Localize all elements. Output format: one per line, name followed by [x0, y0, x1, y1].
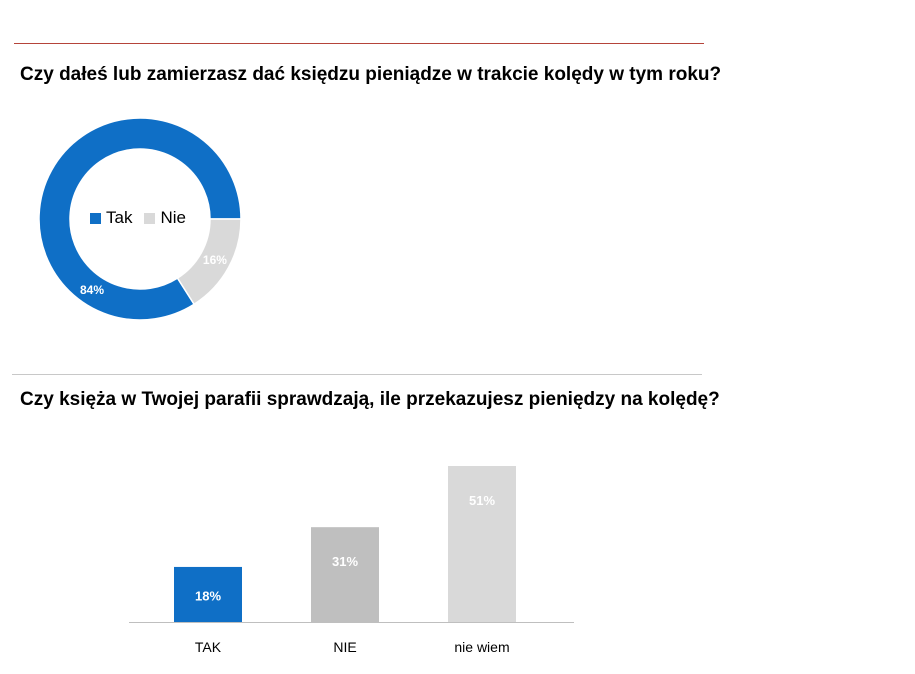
bar-value-label: 18% [195, 588, 221, 603]
donut-label-tak: 84% [80, 283, 104, 297]
legend-label-tak: Tak [106, 208, 133, 227]
bar-nie-wiem [448, 466, 516, 622]
legend-swatch-tak [90, 212, 101, 224]
title-rule [14, 43, 704, 44]
x-tick-label: nie wiem [454, 639, 509, 655]
legend-item-tak: Tak [90, 208, 132, 228]
section-divider [12, 374, 702, 375]
donut-legend: Tak Nie [90, 207, 198, 229]
donut-chart-title: Czy dałeś lub zamierzasz dać księdzu pie… [20, 64, 722, 85]
x-tick-label: TAK [195, 639, 222, 655]
donut-slice-nie [176, 218, 242, 306]
bar-value-label: 31% [332, 554, 358, 569]
bar-chart-title: Czy księża w Twojej parafii sprawdzają, … [20, 389, 720, 410]
legend-swatch-nie [144, 212, 156, 224]
donut-label-nie: 16% [203, 253, 227, 267]
legend-label-nie: Nie [160, 208, 186, 227]
bar-nie [311, 527, 379, 622]
donut-slice-tak [38, 117, 242, 321]
x-tick-label: NIE [333, 639, 356, 655]
legend-item-nie: Nie [144, 208, 186, 228]
bar-tak [174, 566, 242, 622]
bar-value-label: 51% [469, 493, 495, 508]
